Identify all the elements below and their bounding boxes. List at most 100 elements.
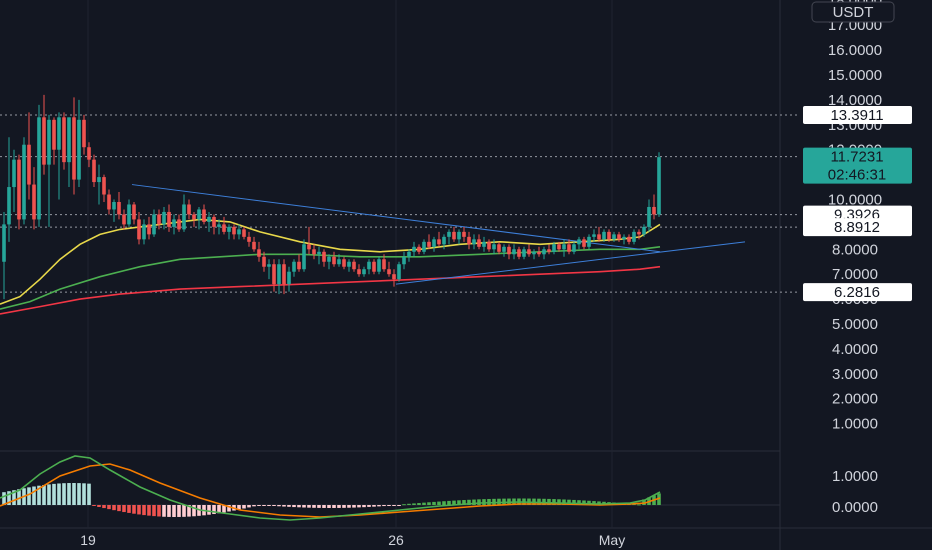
macd-histogram-bar bbox=[162, 505, 166, 517]
macd-histogram-bar bbox=[222, 505, 226, 513]
macd-histogram-bar bbox=[577, 500, 581, 505]
candle-body bbox=[587, 236, 591, 247]
candle-body bbox=[412, 246, 416, 252]
candle-body bbox=[362, 269, 366, 275]
candle-body bbox=[207, 216, 211, 222]
macd-histogram-bar bbox=[42, 484, 46, 505]
macd-histogram-bar bbox=[332, 505, 336, 508]
macd-histogram-bar bbox=[452, 500, 456, 505]
candle-body bbox=[27, 144, 31, 185]
candle-body bbox=[262, 256, 266, 267]
candle-body bbox=[657, 157, 661, 215]
macd-histogram-bar bbox=[317, 505, 321, 508]
candle-body bbox=[537, 251, 541, 255]
macd-histogram-bar bbox=[132, 505, 136, 514]
price-level-badge bbox=[803, 106, 912, 125]
candle-body bbox=[572, 244, 576, 252]
price-level-badge-label: 6.2816 bbox=[834, 284, 880, 301]
candle-body bbox=[612, 234, 616, 240]
macd-histogram-bar bbox=[427, 502, 431, 505]
macd-histogram-bar bbox=[342, 505, 346, 508]
time-axis[interactable]: 19 26 May bbox=[80, 532, 625, 548]
candle-body bbox=[272, 264, 276, 285]
candle-body bbox=[632, 231, 636, 242]
macd-histogram-bar bbox=[252, 505, 256, 507]
candle-body bbox=[162, 211, 166, 225]
price-axis-label: 1.0000 bbox=[832, 416, 878, 433]
macd-histogram-bar bbox=[127, 505, 131, 513]
candle-body bbox=[277, 264, 281, 285]
macd-histogram-bar bbox=[457, 500, 461, 505]
candle-body bbox=[492, 244, 496, 250]
candle-body bbox=[202, 209, 206, 222]
candle-body bbox=[482, 241, 486, 247]
candle-body bbox=[87, 147, 91, 160]
candle-body bbox=[467, 236, 471, 245]
macd-histogram-bar bbox=[72, 483, 76, 505]
candle-body bbox=[307, 244, 311, 250]
candle-body bbox=[52, 119, 56, 150]
candle-body bbox=[642, 226, 646, 235]
candle-body bbox=[457, 231, 461, 240]
macd-histogram-bar bbox=[237, 505, 241, 510]
macd-histogram-bar bbox=[307, 505, 311, 508]
macd-histogram-bar bbox=[67, 483, 71, 505]
candle-body bbox=[582, 239, 586, 247]
price-level-badge-label: 8.8912 bbox=[834, 219, 880, 236]
trendlines[interactable] bbox=[131, 184, 746, 285]
macd-histogram-bar bbox=[347, 505, 351, 508]
macd-histogram-bar bbox=[552, 499, 556, 505]
macd-histogram-bar bbox=[17, 489, 21, 505]
macd-histogram-bar bbox=[52, 483, 56, 505]
time-label-26: 26 bbox=[388, 532, 404, 548]
candle-body bbox=[542, 249, 546, 255]
candle-body bbox=[267, 264, 271, 267]
candle-body bbox=[652, 206, 656, 215]
macd-histogram-bar bbox=[432, 501, 436, 505]
candle-body bbox=[7, 187, 11, 225]
price-axis-label: 10.0000 bbox=[828, 192, 882, 209]
candle-body bbox=[622, 236, 626, 240]
candle-body bbox=[127, 204, 131, 225]
candle-body bbox=[57, 117, 61, 150]
candle-body bbox=[647, 206, 651, 227]
price-level-badge bbox=[803, 283, 912, 302]
candle-body bbox=[102, 177, 106, 195]
macd-histogram-bar bbox=[157, 505, 161, 517]
descending-trendline[interactable] bbox=[131, 184, 661, 253]
macd-histogram-bar bbox=[392, 505, 396, 506]
macd-histogram-bar bbox=[462, 500, 466, 505]
candle-body bbox=[342, 259, 346, 267]
candle-body bbox=[242, 229, 246, 237]
currency-badge[interactable]: USDT bbox=[811, 1, 895, 23]
candle-body bbox=[392, 274, 396, 280]
macd-histogram-bar bbox=[82, 483, 86, 505]
candle-body bbox=[67, 117, 71, 163]
candle-body bbox=[567, 244, 571, 252]
macd-histogram-bar bbox=[87, 483, 91, 505]
candle-body bbox=[427, 241, 431, 247]
candle-body bbox=[187, 204, 191, 215]
macd-histogram-bar bbox=[272, 505, 276, 506]
price-axis-label: 8.0000 bbox=[832, 241, 878, 258]
macd-histogram-bar bbox=[282, 505, 286, 507]
macd-histogram-bar bbox=[192, 505, 196, 517]
candle-body bbox=[232, 226, 236, 235]
time-label-may: May bbox=[599, 532, 625, 548]
macd-histogram-bar bbox=[137, 505, 141, 515]
candle-body bbox=[82, 119, 86, 148]
macd-axis-label-1: 1.0000 bbox=[832, 468, 878, 485]
ascending-trendline[interactable] bbox=[395, 241, 746, 285]
macd-histogram-bar bbox=[302, 505, 306, 508]
candle-body bbox=[552, 244, 556, 252]
macd-histogram-bar bbox=[107, 505, 111, 510]
macd-histogram-bar bbox=[182, 505, 186, 517]
candlesticks[interactable] bbox=[2, 94, 661, 300]
candle-body bbox=[452, 231, 456, 240]
candle-body bbox=[132, 204, 136, 220]
candle-body bbox=[367, 261, 371, 270]
candle-body bbox=[557, 244, 561, 250]
candle-body bbox=[387, 269, 391, 275]
